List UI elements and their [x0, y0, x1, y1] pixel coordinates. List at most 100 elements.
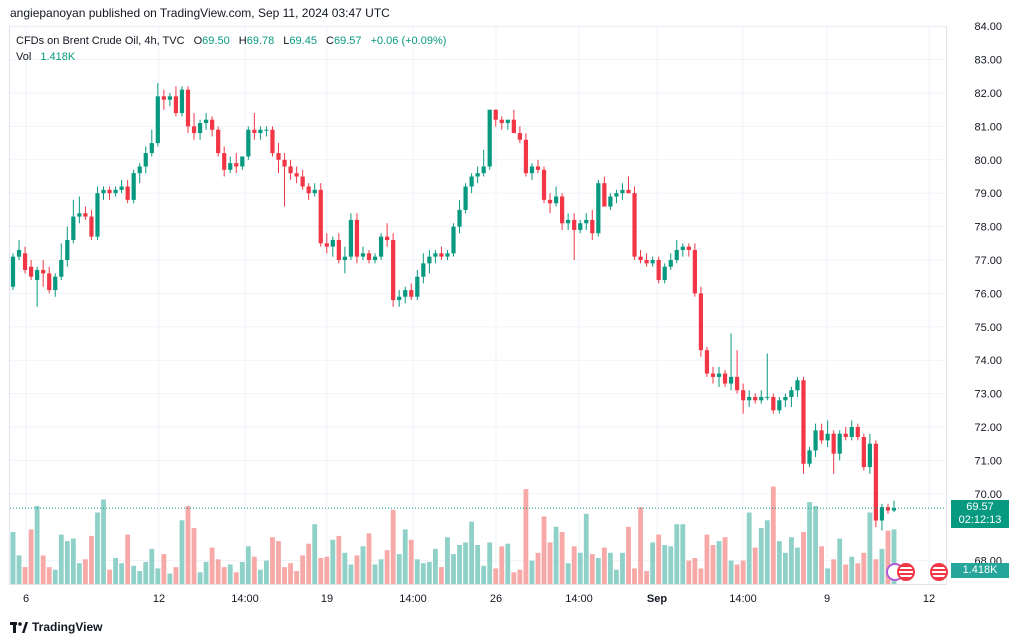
volume-bar — [632, 568, 637, 584]
candle-body — [191, 126, 197, 134]
volume-bar — [692, 558, 698, 584]
candle-body — [716, 373, 722, 377]
us-flag-event-icon[interactable] — [930, 563, 948, 581]
volume-bar — [686, 560, 692, 584]
candle-body — [807, 450, 812, 464]
x-tick-label: 26 — [490, 593, 502, 605]
candle-body — [415, 276, 420, 297]
volume-bar — [270, 537, 275, 584]
current-price-tag: 69.57 02:12:13 — [951, 500, 1009, 528]
volume-bar — [46, 567, 52, 584]
candle-body — [692, 249, 697, 294]
y-tick-label: 83.00 — [974, 55, 1002, 67]
volume-bar — [885, 530, 891, 584]
volume-bar — [197, 572, 203, 584]
candle-body — [264, 129, 269, 131]
candle-body — [861, 437, 866, 468]
candle-body — [487, 109, 492, 167]
candle-body — [620, 189, 625, 194]
volume-bar — [662, 545, 668, 584]
volume-bar — [843, 564, 849, 584]
candle-body — [511, 119, 516, 134]
tradingview-logo-icon — [10, 622, 28, 634]
volume-bar — [644, 571, 650, 584]
volume-bar — [354, 555, 360, 584]
volume-bar — [360, 546, 366, 584]
volume-label: Vol — [16, 51, 32, 63]
candle-body — [873, 443, 879, 521]
x-tick-label: 6 — [23, 593, 29, 605]
candle-body — [185, 89, 191, 127]
candle-body — [638, 256, 643, 260]
y-tick-label: 75.00 — [974, 322, 1002, 334]
volume-bar — [565, 563, 571, 584]
candle-body — [391, 239, 396, 301]
candle-body — [602, 183, 607, 207]
y-tick-label: 79.00 — [974, 188, 1002, 200]
volume-bar — [571, 546, 577, 584]
candle-body — [747, 396, 752, 401]
volume-bar — [294, 571, 300, 584]
current-volume-tag: 1.418K — [951, 563, 1009, 578]
volume-bar — [855, 563, 861, 584]
y-tick-label: 82.00 — [974, 88, 1002, 100]
candle-body — [360, 253, 366, 257]
x-tick-label: 14:00 — [729, 593, 757, 605]
candle-body — [662, 266, 667, 281]
volume-bar — [577, 552, 583, 584]
volume-bar — [873, 559, 879, 584]
volume-bar — [776, 541, 782, 584]
volume-bar — [445, 537, 450, 584]
candle-body — [119, 186, 124, 190]
candle-body — [463, 186, 468, 210]
candle-body — [469, 176, 474, 187]
brand-footer[interactable]: TradingView — [10, 620, 102, 634]
x-tick-label: 12 — [923, 593, 935, 605]
chart-legend: CFDs on Brent Crude Oil, 4h, TVC O69.50 … — [16, 33, 446, 65]
volume-bar — [457, 545, 462, 584]
volume-bar — [849, 556, 855, 584]
open-value: 69.50 — [202, 35, 230, 47]
y-tick-label: 73.00 — [974, 389, 1002, 401]
volume-bar — [620, 552, 625, 584]
volume-bar — [233, 572, 239, 584]
volume-bar — [336, 535, 342, 584]
candle-body — [753, 396, 758, 401]
candle-body — [336, 239, 341, 260]
volume-bar — [764, 520, 770, 584]
bar-countdown: 02:12:13 — [958, 514, 1002, 526]
candle-body — [372, 256, 378, 260]
volume-bar — [752, 547, 758, 584]
candle-body — [137, 166, 142, 174]
y-tick-label: 77.00 — [974, 255, 1002, 267]
candle-body — [397, 296, 402, 301]
volume-bar — [493, 568, 499, 584]
volume-bar — [601, 547, 607, 584]
volume-bar — [390, 509, 396, 584]
candle-body — [734, 376, 740, 391]
candle-body — [650, 260, 655, 264]
y-tick-label: 70.00 — [974, 489, 1002, 501]
candle-body — [831, 433, 836, 454]
candle-body — [789, 390, 794, 397]
candle-body — [282, 159, 287, 167]
candle-body — [276, 153, 281, 160]
candle-body — [246, 129, 251, 157]
us-flag-event-icon[interactable] — [897, 563, 915, 581]
candle-body — [529, 166, 535, 174]
candle-body — [879, 507, 885, 521]
candle-body — [891, 508, 897, 511]
high-label: H — [238, 35, 247, 47]
volume-bar — [95, 512, 100, 584]
candle-body — [330, 239, 335, 247]
y-axis-labels: 84.00 83.00 82.00 81.00 80.00 79.00 78.00 77.00… — [974, 21, 1002, 567]
candle-body — [300, 176, 305, 187]
symbol-title[interactable]: CFDs on Brent Crude Oil, 4h, TVC — [16, 35, 185, 47]
volume-bar — [547, 542, 553, 584]
volume-bar — [589, 554, 595, 584]
candle-body — [354, 219, 360, 257]
candle-body — [47, 273, 52, 291]
volume-bar — [481, 565, 487, 584]
volume-bar — [131, 565, 137, 584]
